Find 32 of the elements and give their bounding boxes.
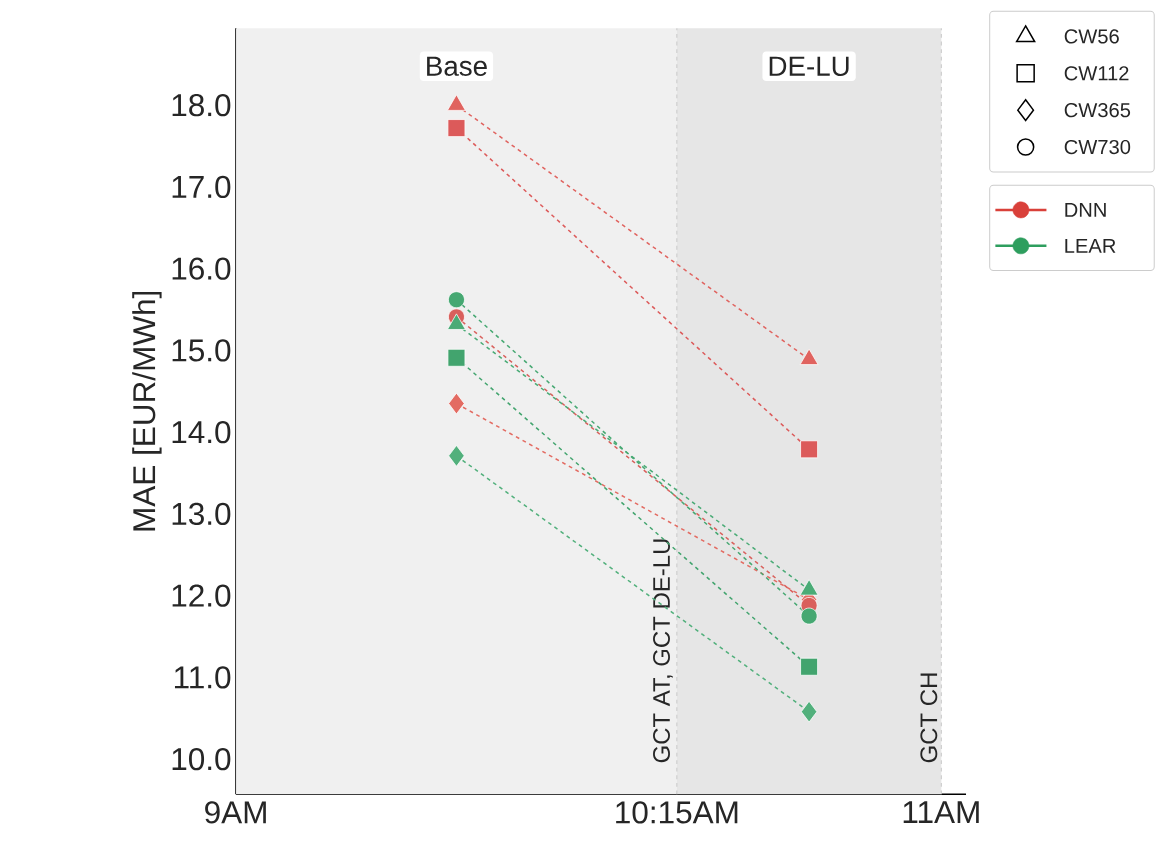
y-tick-label: 16.0 bbox=[172, 257, 231, 280]
y-axis-title: MAE [EUR/MWh] bbox=[132, 291, 162, 531]
point bbox=[800, 440, 818, 459]
point bbox=[447, 119, 466, 137]
y-tick-label: 17.0 bbox=[172, 175, 231, 199]
y-tick-label: 12.0 bbox=[172, 584, 231, 607]
y-tick-label: 14.0 bbox=[172, 420, 231, 444]
legend-label: CW112 bbox=[1064, 66, 1129, 81]
x-tick-label: 9AM bbox=[205, 801, 266, 824]
y-tick-label: 18.0 bbox=[172, 94, 231, 117]
point bbox=[800, 607, 818, 625]
legend-label: LEAR bbox=[1065, 238, 1116, 253]
legend-label: CW730 bbox=[1064, 139, 1131, 155]
point bbox=[448, 291, 465, 309]
point bbox=[448, 392, 465, 415]
band-label: Base bbox=[427, 56, 487, 76]
point bbox=[800, 657, 818, 676]
point bbox=[447, 348, 466, 367]
y-tick-label: 10.0 bbox=[172, 747, 231, 771]
point bbox=[800, 700, 818, 723]
y-tick-label: 15.0 bbox=[172, 339, 231, 362]
x-tick-label: 11AM bbox=[903, 801, 979, 823]
point bbox=[448, 445, 465, 467]
y-tick-label: 11.0 bbox=[174, 666, 231, 689]
ref-line-label: GCT CH bbox=[920, 673, 938, 763]
ref-line-label: GCT AT, GCT DE-LU bbox=[653, 539, 673, 763]
legend-label: DNN bbox=[1065, 202, 1106, 217]
legend-label: CW56 bbox=[1064, 29, 1119, 44]
x-tick-label: 10:15AM bbox=[616, 801, 738, 824]
legend-label: CW365 bbox=[1064, 102, 1131, 118]
y-tick-label: 13.0 bbox=[172, 502, 231, 526]
band-label: DE-LU bbox=[769, 56, 849, 76]
